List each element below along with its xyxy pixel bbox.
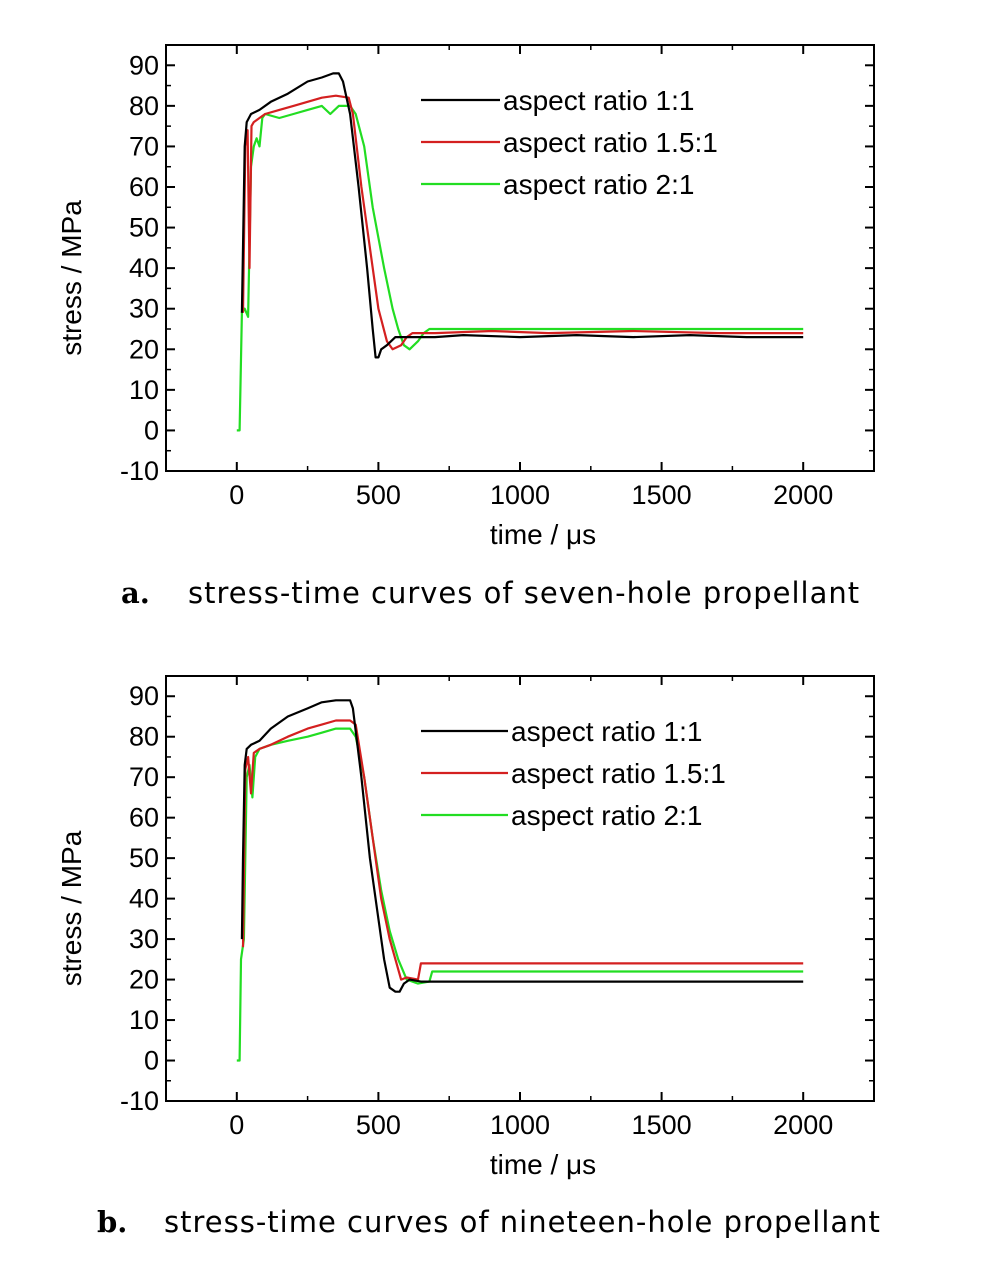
x-tick-label: 1500	[632, 480, 692, 510]
x-tick-label: 1000	[490, 1110, 550, 1140]
x-tick-label: 1000	[490, 480, 550, 510]
y-tick-label: 80	[129, 91, 159, 121]
x-tick-label: 0	[229, 480, 244, 510]
y-tick-label: 40	[129, 253, 159, 283]
legend-label: aspect ratio 1.5:1	[503, 127, 718, 158]
y-tick-label: 60	[129, 803, 159, 833]
y-tick-label: 0	[144, 415, 159, 445]
y-axis-label: stress / MPa	[56, 830, 87, 986]
x-axis-label: time / μs	[490, 519, 596, 550]
y-tick-label: 10	[129, 1005, 159, 1035]
y-tick-label: 60	[129, 172, 159, 202]
y-tick-label: -10	[120, 456, 159, 486]
y-tick-label: -10	[120, 1086, 159, 1116]
y-tick-label: 70	[129, 131, 159, 161]
y-tick-label: 10	[129, 375, 159, 405]
series-line-aspect-ratio-1-1	[240, 72, 804, 359]
y-tick-label: 40	[129, 884, 159, 914]
chart-panel-b: 0 500 1000 1500 2000 90 80 70 60 50 40 30 20 10 0 -10 ti…	[56, 675, 881, 1239]
y-tick-label: 70	[129, 762, 159, 792]
x-tick-label: 500	[356, 480, 401, 510]
legend-label: aspect ratio 2:1	[503, 169, 694, 200]
y-tick-label: 90	[129, 50, 159, 80]
y-tick-label: 30	[129, 924, 159, 954]
y-tick-label: 50	[129, 213, 159, 243]
x-tick-label: 0	[229, 1110, 244, 1140]
caption-letter: a.	[121, 576, 150, 610]
legend-label: aspect ratio 1:1	[511, 716, 702, 747]
x-tick-label: 2000	[773, 1110, 833, 1140]
caption-text: stress-time curves of seven-hole propell…	[188, 576, 860, 610]
chart-panel-a: 0 500 1000 1500 2000 90 80 70 60 50 40 30 20 10 0 -10 ti…	[56, 44, 875, 610]
caption-text: stress-time curves of nineteen-hole prop…	[164, 1205, 881, 1239]
y-tick-label: 30	[129, 294, 159, 324]
x-tick-label: 1500	[632, 1110, 692, 1140]
legend-label: aspect ratio 1.5:1	[511, 758, 726, 789]
y-tick-label: 20	[129, 334, 159, 364]
series-line-aspect-ratio-1-5-1	[241, 94, 804, 351]
y-tick-label: 50	[129, 843, 159, 873]
legend-label: aspect ratio 1:1	[503, 85, 694, 116]
x-tick-label: 500	[356, 1110, 401, 1140]
series-line-aspect-ratio-1-1	[240, 699, 804, 993]
y-axis-label: stress / MPa	[56, 200, 87, 356]
y-tick-label: 90	[129, 681, 159, 711]
series-line-aspect-ratio-1-5-1	[241, 719, 804, 981]
y-tick-label: 0	[144, 1046, 159, 1076]
x-axis-label: time / μs	[490, 1149, 596, 1180]
legend-label: aspect ratio 2:1	[511, 800, 702, 831]
x-tick-label: 2000	[773, 480, 833, 510]
y-tick-label: 20	[129, 965, 159, 995]
caption-letter: b.	[97, 1205, 127, 1239]
y-tick-label: 80	[129, 722, 159, 752]
